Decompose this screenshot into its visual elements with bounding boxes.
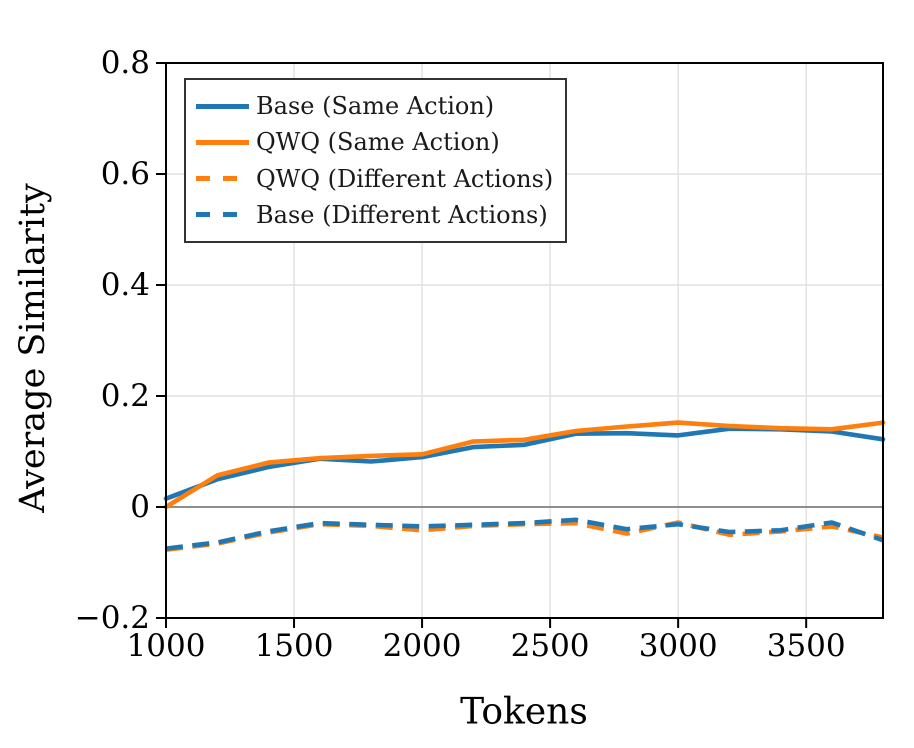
y-axis-title: Average Similarity — [13, 183, 53, 513]
legend-item: Base (Same Action) — [196, 94, 565, 118]
legend-line-sample-solid — [196, 139, 249, 145]
legend: Base (Same Action) QWQ (Same Action) QWQ (… — [184, 78, 567, 243]
x-axis-title: Tokens — [460, 691, 588, 733]
legend-item: QWQ (Different Actions) — [196, 167, 565, 191]
plot-border — [165, 62, 884, 619]
series-line-base-different-actions- — [165, 517, 884, 551]
legend-label: Base (Same Action) — [256, 92, 495, 121]
legend-label: QWQ (Same Action) — [256, 128, 500, 157]
legend-line-sample-dashed — [196, 212, 249, 218]
legend-line-sample-dashed — [196, 176, 249, 182]
legend-item: QWQ (Same Action) — [196, 130, 565, 154]
legend-item: Base (Different Actions) — [196, 203, 565, 227]
legend-label: Base (Different Actions) — [256, 200, 548, 229]
series-line-qwq-different-actions- — [165, 520, 884, 552]
legend-line-sample-solid — [196, 103, 249, 109]
series-line-qwq-same-action- — [163, 420, 886, 510]
legend-label: QWQ (Different Actions) — [256, 164, 554, 193]
